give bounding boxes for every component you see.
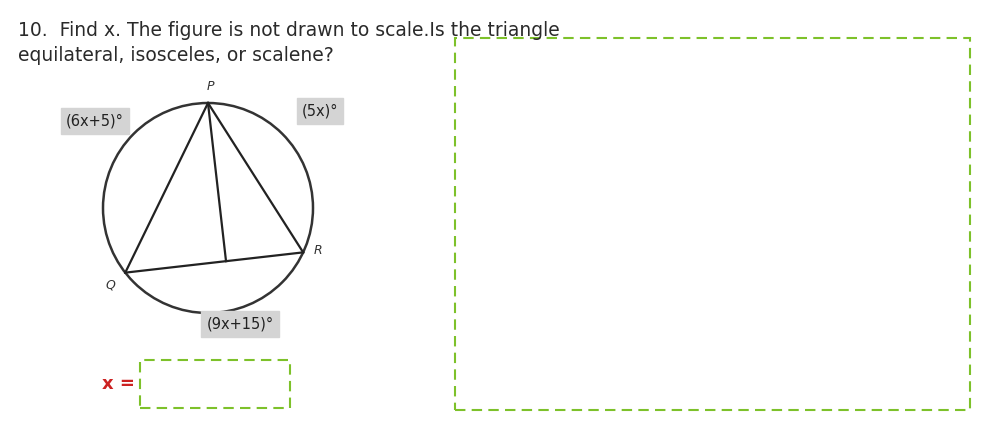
Text: P: P bbox=[206, 80, 214, 93]
FancyBboxPatch shape bbox=[455, 38, 969, 410]
Text: equilateral, isosceles, or scalene?: equilateral, isosceles, or scalene? bbox=[18, 46, 333, 65]
FancyBboxPatch shape bbox=[140, 360, 290, 408]
Text: 10.  Find x. The figure is not drawn to scale.Is the triangle: 10. Find x. The figure is not drawn to s… bbox=[18, 21, 559, 40]
Text: Q: Q bbox=[106, 279, 115, 292]
Text: x =: x = bbox=[102, 375, 135, 393]
Text: (9x+15)°: (9x+15)° bbox=[206, 317, 273, 331]
Text: R: R bbox=[313, 244, 321, 257]
Text: (6x+5)°: (6x+5)° bbox=[66, 113, 124, 129]
Text: (5x)°: (5x)° bbox=[302, 103, 338, 119]
